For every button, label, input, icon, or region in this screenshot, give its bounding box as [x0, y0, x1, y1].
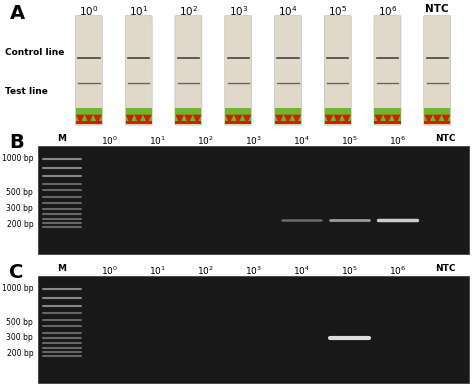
Bar	[374, 121, 401, 124]
Text: $10^3$: $10^3$	[245, 134, 262, 147]
Text: M: M	[57, 265, 66, 273]
Text: NTC: NTC	[426, 4, 449, 14]
Bar	[175, 108, 201, 124]
Text: 500 bp: 500 bp	[7, 318, 33, 327]
Polygon shape	[193, 115, 201, 124]
Polygon shape	[184, 115, 193, 124]
Text: $10^4$: $10^4$	[293, 134, 310, 147]
Polygon shape	[134, 115, 143, 124]
Text: $10^6$: $10^6$	[389, 265, 406, 277]
Bar	[38, 276, 469, 383]
Text: 300 bp: 300 bp	[7, 204, 33, 213]
Polygon shape	[275, 115, 283, 124]
Polygon shape	[143, 115, 152, 124]
Polygon shape	[292, 115, 301, 124]
Bar	[76, 121, 102, 124]
Text: $10^0$: $10^0$	[79, 4, 99, 18]
FancyBboxPatch shape	[175, 16, 202, 125]
Text: $10^5$: $10^5$	[328, 4, 347, 18]
Bar	[424, 121, 450, 124]
Text: $10^1$: $10^1$	[149, 134, 166, 147]
Polygon shape	[76, 115, 84, 124]
Bar	[38, 146, 469, 254]
Text: NTC: NTC	[435, 134, 456, 143]
Bar	[325, 121, 351, 124]
Text: $10^2$: $10^2$	[197, 134, 214, 147]
FancyBboxPatch shape	[274, 16, 301, 125]
Polygon shape	[175, 115, 184, 124]
Bar	[275, 121, 301, 124]
Text: 300 bp: 300 bp	[7, 333, 33, 342]
Bar	[275, 108, 301, 124]
Polygon shape	[126, 115, 134, 124]
Bar	[374, 108, 401, 124]
Text: NTC: NTC	[435, 265, 456, 273]
FancyBboxPatch shape	[225, 16, 252, 125]
Polygon shape	[374, 115, 383, 124]
Bar	[175, 121, 201, 124]
Text: A: A	[9, 4, 25, 23]
Bar	[225, 108, 251, 124]
Text: $10^1$: $10^1$	[149, 265, 166, 277]
Text: $10^4$: $10^4$	[293, 265, 310, 277]
Text: $10^5$: $10^5$	[341, 134, 358, 147]
Bar	[126, 108, 152, 124]
Bar	[325, 108, 351, 124]
Polygon shape	[383, 115, 392, 124]
Polygon shape	[93, 115, 102, 124]
Text: $10^4$: $10^4$	[278, 4, 298, 18]
Polygon shape	[84, 115, 93, 124]
Polygon shape	[433, 115, 442, 124]
Text: $10^1$: $10^1$	[129, 4, 148, 18]
Text: 500 bp: 500 bp	[7, 188, 33, 197]
FancyBboxPatch shape	[374, 16, 401, 125]
Text: $10^0$: $10^0$	[101, 265, 118, 277]
FancyBboxPatch shape	[424, 16, 451, 125]
Polygon shape	[342, 115, 351, 124]
Text: B: B	[9, 133, 24, 152]
FancyBboxPatch shape	[125, 16, 152, 125]
Text: $10^0$: $10^0$	[101, 134, 118, 147]
Bar	[126, 121, 152, 124]
Polygon shape	[283, 115, 292, 124]
Text: Test line: Test line	[5, 87, 47, 96]
Text: M: M	[57, 134, 66, 143]
Text: $10^2$: $10^2$	[197, 265, 214, 277]
Text: $10^3$: $10^3$	[245, 265, 262, 277]
Polygon shape	[333, 115, 342, 124]
Text: 1000 bp: 1000 bp	[2, 284, 33, 293]
FancyBboxPatch shape	[75, 16, 102, 125]
Text: $10^6$: $10^6$	[378, 4, 397, 18]
Text: Control line: Control line	[5, 47, 64, 57]
Polygon shape	[225, 115, 234, 124]
Text: $10^3$: $10^3$	[228, 4, 248, 18]
Text: 200 bp: 200 bp	[7, 220, 33, 229]
Polygon shape	[442, 115, 450, 124]
Text: 200 bp: 200 bp	[7, 349, 33, 357]
Text: $10^6$: $10^6$	[389, 134, 406, 147]
Polygon shape	[392, 115, 401, 124]
Bar	[76, 108, 102, 124]
Bar	[424, 108, 450, 124]
Text: $10^5$: $10^5$	[341, 265, 358, 277]
Polygon shape	[325, 115, 333, 124]
Text: C: C	[9, 263, 24, 282]
Text: $10^2$: $10^2$	[179, 4, 198, 18]
Bar	[225, 121, 251, 124]
Polygon shape	[243, 115, 251, 124]
Text: 1000 bp: 1000 bp	[2, 154, 33, 163]
FancyBboxPatch shape	[324, 16, 351, 125]
Polygon shape	[424, 115, 433, 124]
Polygon shape	[234, 115, 243, 124]
